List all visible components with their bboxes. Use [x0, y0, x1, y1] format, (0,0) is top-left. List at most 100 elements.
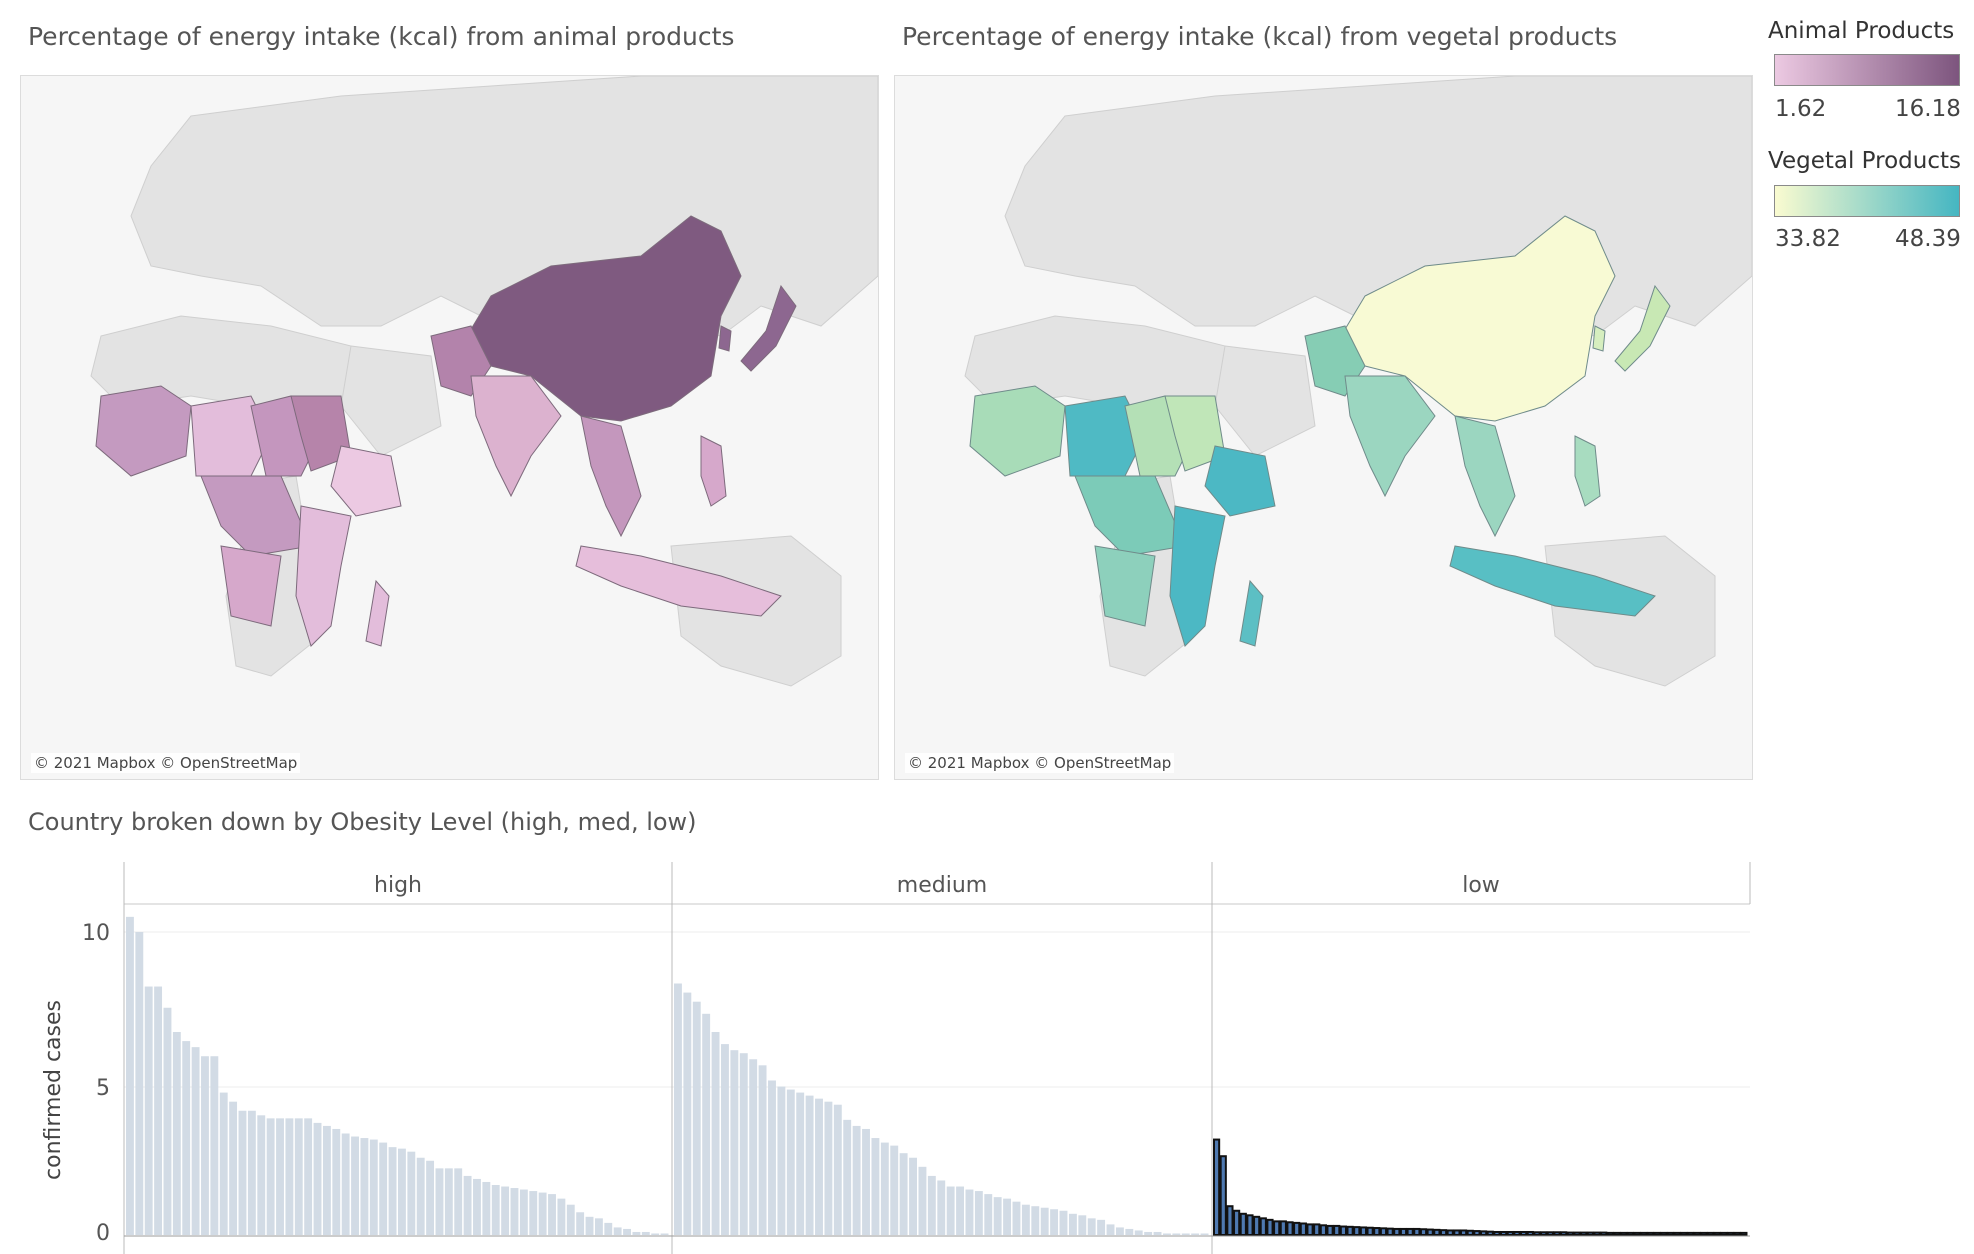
bar-low-16[interactable]: [1319, 1224, 1327, 1236]
bar-medium-45[interactable]: [1097, 1219, 1106, 1235]
bar-medium-25[interactable]: [909, 1157, 917, 1236]
bar-medium-29[interactable]: [946, 1186, 955, 1235]
bar-high-27[interactable]: [379, 1142, 388, 1235]
bar-low-72[interactable]: [1693, 1231, 1701, 1237]
bar-high-28[interactable]: [388, 1147, 397, 1235]
bar-low-76[interactable]: [1720, 1231, 1728, 1237]
bar-low-79[interactable]: [1740, 1231, 1748, 1237]
bar-low-61[interactable]: [1620, 1231, 1628, 1237]
bar-low-44[interactable]: [1506, 1230, 1514, 1237]
bar-high-3[interactable]: [154, 986, 163, 1235]
bar-low-58[interactable]: [1600, 1231, 1608, 1236]
bar-low-22[interactable]: [1359, 1226, 1368, 1237]
bar-low-37[interactable]: [1459, 1229, 1468, 1236]
bar-high-7[interactable]: [191, 1047, 200, 1235]
bar-low-36[interactable]: [1453, 1229, 1461, 1236]
bar-high-42[interactable]: [519, 1189, 528, 1235]
bar-low-19[interactable]: [1339, 1225, 1347, 1236]
bar-medium-34[interactable]: [993, 1197, 1002, 1236]
bar-low-8[interactable]: [1266, 1218, 1274, 1237]
bar-medium-53[interactable]: [1172, 1233, 1181, 1236]
bar-low-49[interactable]: [1540, 1231, 1548, 1236]
bar-low-27[interactable]: [1393, 1227, 1401, 1237]
bar-low-60[interactable]: [1613, 1231, 1621, 1237]
bar-medium-3[interactable]: [702, 1013, 711, 1235]
bar-medium-23[interactable]: [890, 1145, 899, 1236]
bar-medium-16[interactable]: [824, 1101, 833, 1235]
bar-medium-0[interactable]: [674, 983, 682, 1235]
bar-medium-43[interactable]: [1078, 1215, 1087, 1236]
bar-low-62[interactable]: [1626, 1231, 1635, 1237]
bar-medium-5[interactable]: [721, 1044, 729, 1235]
animal-products-map[interactable]: © 2021 Mapbox © OpenStreetMap: [20, 75, 879, 780]
bar-low-43[interactable]: [1500, 1230, 1508, 1237]
bar-high-31[interactable]: [416, 1157, 425, 1236]
bar-low-14[interactable]: [1306, 1223, 1314, 1237]
bar-low-2[interactable]: [1226, 1205, 1234, 1236]
bar-low-67[interactable]: [1660, 1231, 1668, 1237]
bar-medium-31[interactable]: [965, 1189, 974, 1235]
bar-high-57[interactable]: [660, 1233, 669, 1236]
bar-medium-4[interactable]: [711, 1031, 720, 1235]
bar-high-45[interactable]: [548, 1194, 556, 1236]
bar-medium-8[interactable]: [749, 1059, 758, 1235]
bar-low-38[interactable]: [1466, 1229, 1474, 1237]
bar-medium-20[interactable]: [862, 1128, 870, 1235]
bar-high-30[interactable]: [407, 1151, 416, 1236]
bar-medium-39[interactable]: [1040, 1207, 1049, 1235]
bar-low-75[interactable]: [1713, 1231, 1721, 1237]
bar-low-51[interactable]: [1553, 1231, 1561, 1236]
bar-low-59[interactable]: [1606, 1231, 1614, 1237]
bar-medium-56[interactable]: [1200, 1233, 1209, 1236]
bar-high-14[interactable]: [257, 1115, 266, 1235]
bar-high-8[interactable]: [201, 1056, 209, 1235]
bar-low-54[interactable]: [1573, 1231, 1581, 1236]
bar-medium-11[interactable]: [777, 1086, 786, 1235]
bar-high-32[interactable]: [426, 1160, 435, 1235]
bar-high-1[interactable]: [135, 932, 144, 1235]
bar-low-77[interactable]: [1726, 1231, 1735, 1237]
bar-low-46[interactable]: [1520, 1230, 1528, 1237]
bar-high-51[interactable]: [604, 1222, 613, 1235]
bar-low-45[interactable]: [1513, 1230, 1521, 1237]
bar-high-43[interactable]: [529, 1191, 538, 1235]
bar-low-53[interactable]: [1566, 1231, 1574, 1236]
bar-medium-36[interactable]: [1012, 1201, 1021, 1235]
bar-high-52[interactable]: [613, 1227, 622, 1236]
bar-low-65[interactable]: [1646, 1231, 1655, 1237]
bar-medium-51[interactable]: [1153, 1231, 1162, 1235]
bar-high-22[interactable]: [332, 1128, 341, 1235]
bar-medium-28[interactable]: [937, 1180, 946, 1235]
bar-high-54[interactable]: [632, 1231, 641, 1235]
bar-low-5[interactable]: [1246, 1214, 1254, 1237]
bar-low-66[interactable]: [1653, 1231, 1661, 1237]
bar-low-23[interactable]: [1366, 1226, 1374, 1237]
bar-medium-19[interactable]: [852, 1125, 861, 1235]
bar-medium-48[interactable]: [1125, 1228, 1134, 1235]
bar-high-47[interactable]: [566, 1204, 575, 1235]
bar-low-71[interactable]: [1686, 1231, 1695, 1237]
bar-low-74[interactable]: [1706, 1231, 1715, 1237]
bar-low-7[interactable]: [1259, 1217, 1267, 1236]
bar-medium-27[interactable]: [927, 1175, 936, 1236]
bar-high-56[interactable]: [651, 1233, 660, 1236]
bar-low-30[interactable]: [1413, 1227, 1421, 1237]
map-attribution[interactable]: © 2021 Mapbox © OpenStreetMap: [31, 753, 301, 773]
bar-medium-30[interactable]: [956, 1186, 965, 1235]
bar-medium-42[interactable]: [1068, 1213, 1077, 1235]
bar-low-4[interactable]: [1239, 1212, 1247, 1237]
bar-medium-46[interactable]: [1106, 1224, 1115, 1235]
bar-medium-1[interactable]: [683, 992, 692, 1235]
bar-high-53[interactable]: [623, 1228, 631, 1235]
bar-medium-41[interactable]: [1059, 1210, 1068, 1235]
bar-high-26[interactable]: [369, 1139, 378, 1235]
bar-low-41[interactable]: [1486, 1230, 1494, 1237]
bar-high-44[interactable]: [538, 1192, 547, 1235]
bar-low-69[interactable]: [1673, 1231, 1681, 1237]
bar-medium-2[interactable]: [692, 1001, 701, 1235]
bar-low-48[interactable]: [1533, 1231, 1541, 1236]
bar-high-2[interactable]: [144, 986, 153, 1235]
bar-high-5[interactable]: [172, 1031, 181, 1235]
bar-high-4[interactable]: [163, 1007, 172, 1235]
bar-high-46[interactable]: [557, 1198, 566, 1235]
